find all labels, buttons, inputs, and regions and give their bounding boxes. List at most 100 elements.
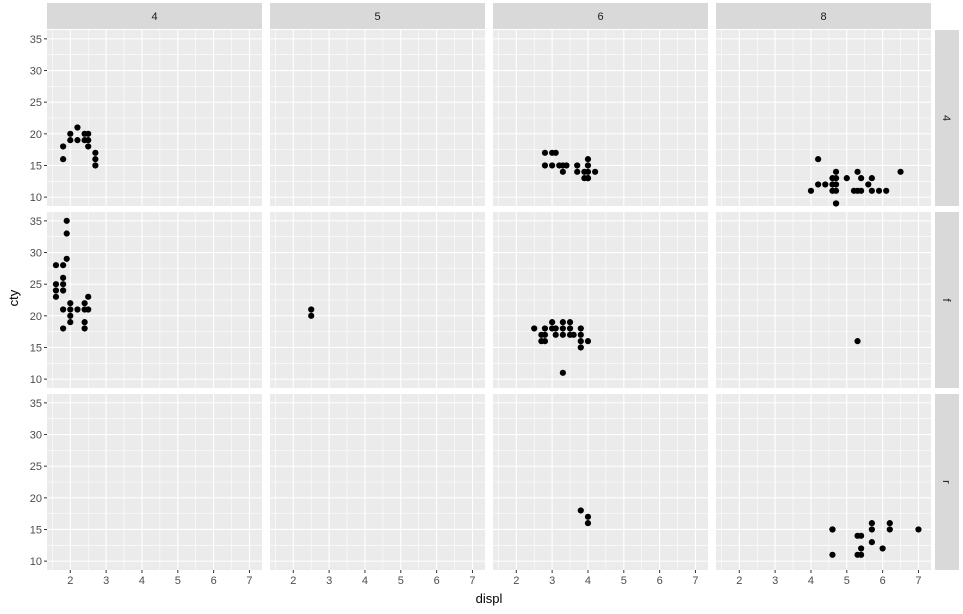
data-point (865, 181, 872, 188)
data-point (541, 325, 549, 332)
data-point (854, 338, 861, 345)
row-strip (935, 394, 959, 570)
column-strip (716, 3, 931, 29)
data-point (577, 325, 584, 332)
data-point (832, 168, 840, 175)
data-point (832, 187, 840, 194)
facet-panels (47, 30, 931, 570)
data-point (832, 200, 840, 207)
data-point (559, 168, 566, 175)
x-tick-label: 4 (139, 575, 145, 587)
data-point (843, 175, 850, 182)
data-point (807, 187, 815, 194)
data-point (592, 168, 599, 175)
data-point (85, 130, 92, 137)
data-point (879, 545, 886, 552)
data-point (81, 319, 88, 326)
data-point (531, 325, 538, 332)
x-tick-label: 3 (549, 575, 555, 587)
data-point (67, 319, 74, 326)
data-point (858, 175, 865, 182)
x-tick-label: 4 (808, 575, 814, 587)
row-strip-label: 4 (940, 115, 952, 121)
data-point (584, 156, 592, 163)
x-tick-label: 5 (175, 575, 181, 587)
x-tick-label: 5 (844, 575, 850, 587)
data-point (60, 306, 67, 313)
column-strip (493, 3, 708, 29)
y-tick-label: 35 (30, 398, 42, 410)
facet-panel (493, 30, 708, 206)
y-tick-label: 10 (30, 374, 42, 386)
data-point (60, 143, 67, 150)
data-point (74, 306, 81, 313)
y-tick-label: 25 (30, 461, 42, 473)
y-tick-label: 35 (30, 34, 42, 46)
row-strip-label: f (940, 298, 952, 302)
data-point (52, 293, 60, 300)
data-point (829, 526, 836, 533)
data-point (584, 520, 592, 527)
data-point (897, 168, 904, 175)
data-point (815, 156, 822, 163)
x-tick-label: 4 (585, 575, 591, 587)
facet-panel (716, 212, 931, 388)
data-point (574, 168, 581, 175)
x-tick-label: 2 (67, 575, 73, 587)
facet-panel (493, 394, 708, 570)
data-point (549, 319, 556, 326)
x-tick-label: 6 (880, 575, 886, 587)
x-tick-label: 6 (211, 575, 217, 587)
data-point (81, 325, 88, 332)
x-tick-label: 2 (736, 575, 742, 587)
data-point (584, 168, 592, 175)
row-strip (935, 212, 959, 388)
data-point (552, 331, 559, 338)
data-point (815, 181, 822, 188)
data-point (584, 175, 592, 182)
data-point (85, 137, 92, 144)
x-tick-label: 3 (772, 575, 778, 587)
data-point (563, 162, 570, 169)
data-point (308, 306, 315, 313)
x-tick-label: 7 (469, 575, 475, 587)
data-point (854, 168, 861, 175)
data-point (60, 262, 67, 269)
data-point (67, 137, 74, 144)
column-strip-label: 8 (820, 11, 826, 23)
column-strip-label: 4 (151, 11, 157, 23)
data-point (92, 156, 99, 163)
y-tick-label: 10 (30, 556, 42, 568)
y-tick-label: 15 (30, 160, 42, 172)
data-point (570, 331, 577, 338)
facet-panel (47, 394, 262, 570)
facet-panel (47, 30, 262, 206)
data-point (577, 507, 584, 514)
data-point (868, 175, 875, 182)
data-point (52, 262, 60, 269)
data-point (52, 281, 60, 288)
x-tick-label: 2 (513, 575, 519, 587)
data-point (92, 149, 99, 156)
data-point (60, 156, 67, 163)
y-tick-label: 15 (30, 342, 42, 354)
x-tick-label: 7 (692, 575, 698, 587)
data-point (308, 312, 315, 319)
data-point (541, 162, 549, 169)
y-tick-label: 25 (30, 97, 42, 109)
data-point (822, 181, 829, 188)
data-point (584, 338, 592, 345)
data-point (566, 319, 574, 326)
x-tick-label: 2 (290, 575, 296, 587)
y-tick-label: 25 (30, 279, 42, 291)
data-point (67, 306, 74, 313)
data-point (577, 338, 584, 345)
facet-panel (493, 212, 708, 388)
data-point (858, 551, 865, 558)
data-point (868, 187, 875, 194)
data-point (559, 325, 566, 332)
y-axes: 10 15 20 25 30 35 10 15 20 25 30 35 10 15 20 25 30 35 (30, 34, 47, 568)
data-point (74, 137, 81, 144)
data-point (74, 124, 81, 131)
y-tick-label: 20 (30, 493, 42, 505)
